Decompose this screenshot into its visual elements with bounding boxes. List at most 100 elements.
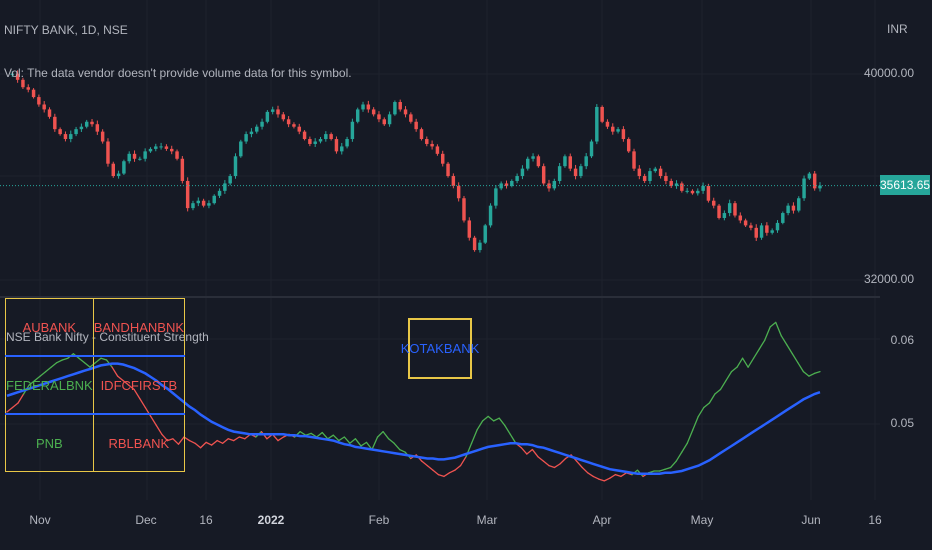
candle-body xyxy=(717,205,721,218)
time-label-jun: Jun xyxy=(801,513,821,527)
strength-segment xyxy=(459,456,467,467)
strength-segment xyxy=(481,415,489,422)
last-price-badge: 35613.65 xyxy=(880,175,930,195)
candle-body xyxy=(180,158,185,181)
candle-body xyxy=(626,139,631,152)
strength-segment xyxy=(376,430,384,438)
candle-body xyxy=(685,190,689,192)
symbol-title[interactable]: NIFTY BANK, 1D, NSE xyxy=(4,23,128,37)
candle-body xyxy=(690,190,695,194)
candle-body xyxy=(722,213,727,218)
candle-body xyxy=(711,200,716,206)
strength-segment xyxy=(675,451,683,462)
strength-segment xyxy=(697,406,705,418)
candle-body xyxy=(127,153,131,162)
strength-segment xyxy=(526,448,534,455)
strength-segment xyxy=(703,402,711,409)
strength-segment xyxy=(216,439,224,444)
strength-segment xyxy=(299,430,307,436)
candle-body xyxy=(818,185,822,189)
strength-segment xyxy=(470,429,478,444)
strength-segment xyxy=(808,372,816,377)
strength-segment xyxy=(598,478,605,482)
candle-body xyxy=(260,121,264,127)
strength-segment xyxy=(399,448,406,453)
candle-body xyxy=(239,141,243,157)
candle-body xyxy=(786,205,790,214)
candle-body xyxy=(191,203,195,209)
candle-body xyxy=(446,163,450,177)
candle-body xyxy=(488,205,493,226)
strength-segment xyxy=(454,465,462,471)
strength-segment xyxy=(382,430,390,440)
candle-body xyxy=(812,173,817,189)
strength-segment xyxy=(752,348,760,359)
strength-segment xyxy=(714,388,722,395)
candle-body xyxy=(175,151,179,159)
strength-segment xyxy=(791,353,799,364)
highlight-box-kotakbank: KOTAKBANK xyxy=(401,318,479,379)
strength-segment xyxy=(775,321,782,337)
candle-body xyxy=(754,227,758,238)
strength-segment xyxy=(581,466,589,474)
strength-segment xyxy=(725,370,733,382)
strength-segment xyxy=(233,436,240,442)
candle-body xyxy=(775,222,780,231)
candle-body xyxy=(621,129,626,140)
candle-body xyxy=(249,131,254,135)
candle-body xyxy=(95,124,100,132)
candle-body xyxy=(37,97,41,105)
candle-body xyxy=(281,114,286,120)
candle-body xyxy=(483,225,487,243)
strength-segment xyxy=(553,463,561,469)
candle-body xyxy=(807,173,812,179)
candle-body xyxy=(696,190,700,194)
candle-body xyxy=(244,134,248,142)
candle-body xyxy=(334,139,339,152)
candlestick-series xyxy=(10,70,822,253)
strength-segment xyxy=(736,357,744,368)
strength-segment xyxy=(576,460,583,469)
strength-segment xyxy=(493,417,500,422)
candle-body xyxy=(143,151,147,159)
candle-body xyxy=(462,198,466,221)
candle-body xyxy=(15,73,20,80)
indicator-tick-005: 0.05 xyxy=(890,416,914,430)
candle-body xyxy=(642,176,647,181)
candle-body xyxy=(664,176,668,181)
strength-segment xyxy=(487,415,495,422)
candle-body xyxy=(568,156,572,169)
strength-segment xyxy=(205,441,213,446)
candle-body xyxy=(286,119,291,125)
candle-body xyxy=(738,215,743,221)
candle-body xyxy=(393,102,397,115)
candle-body xyxy=(733,203,737,216)
table-cell-bandhanbnk: BANDHANBNK xyxy=(92,298,186,357)
candle-body xyxy=(573,168,578,177)
strength-segment xyxy=(316,431,323,438)
candle-body xyxy=(616,129,620,132)
candle-body xyxy=(589,141,594,157)
candle-body xyxy=(350,121,355,140)
candle-body xyxy=(196,200,201,204)
strength-segment xyxy=(559,457,567,465)
strength-segment xyxy=(730,366,738,373)
strength-segment xyxy=(321,431,329,440)
price-tick-40000: 40000.00 xyxy=(863,66,914,80)
candle-body xyxy=(669,180,673,186)
strength-segment xyxy=(426,465,434,471)
strength-segment xyxy=(542,460,550,467)
candle-body xyxy=(100,131,105,142)
candle-body xyxy=(765,225,769,233)
candle-body xyxy=(223,183,227,191)
table-cell-rblbank: RBLBANK xyxy=(92,413,186,472)
candle-body xyxy=(355,109,360,122)
candle-body xyxy=(541,166,546,184)
candle-body xyxy=(228,176,232,184)
strength-segment xyxy=(238,436,246,440)
candle-body xyxy=(504,183,509,186)
candle-body xyxy=(207,203,211,206)
candle-body xyxy=(510,180,514,186)
strength-segment xyxy=(692,415,699,431)
